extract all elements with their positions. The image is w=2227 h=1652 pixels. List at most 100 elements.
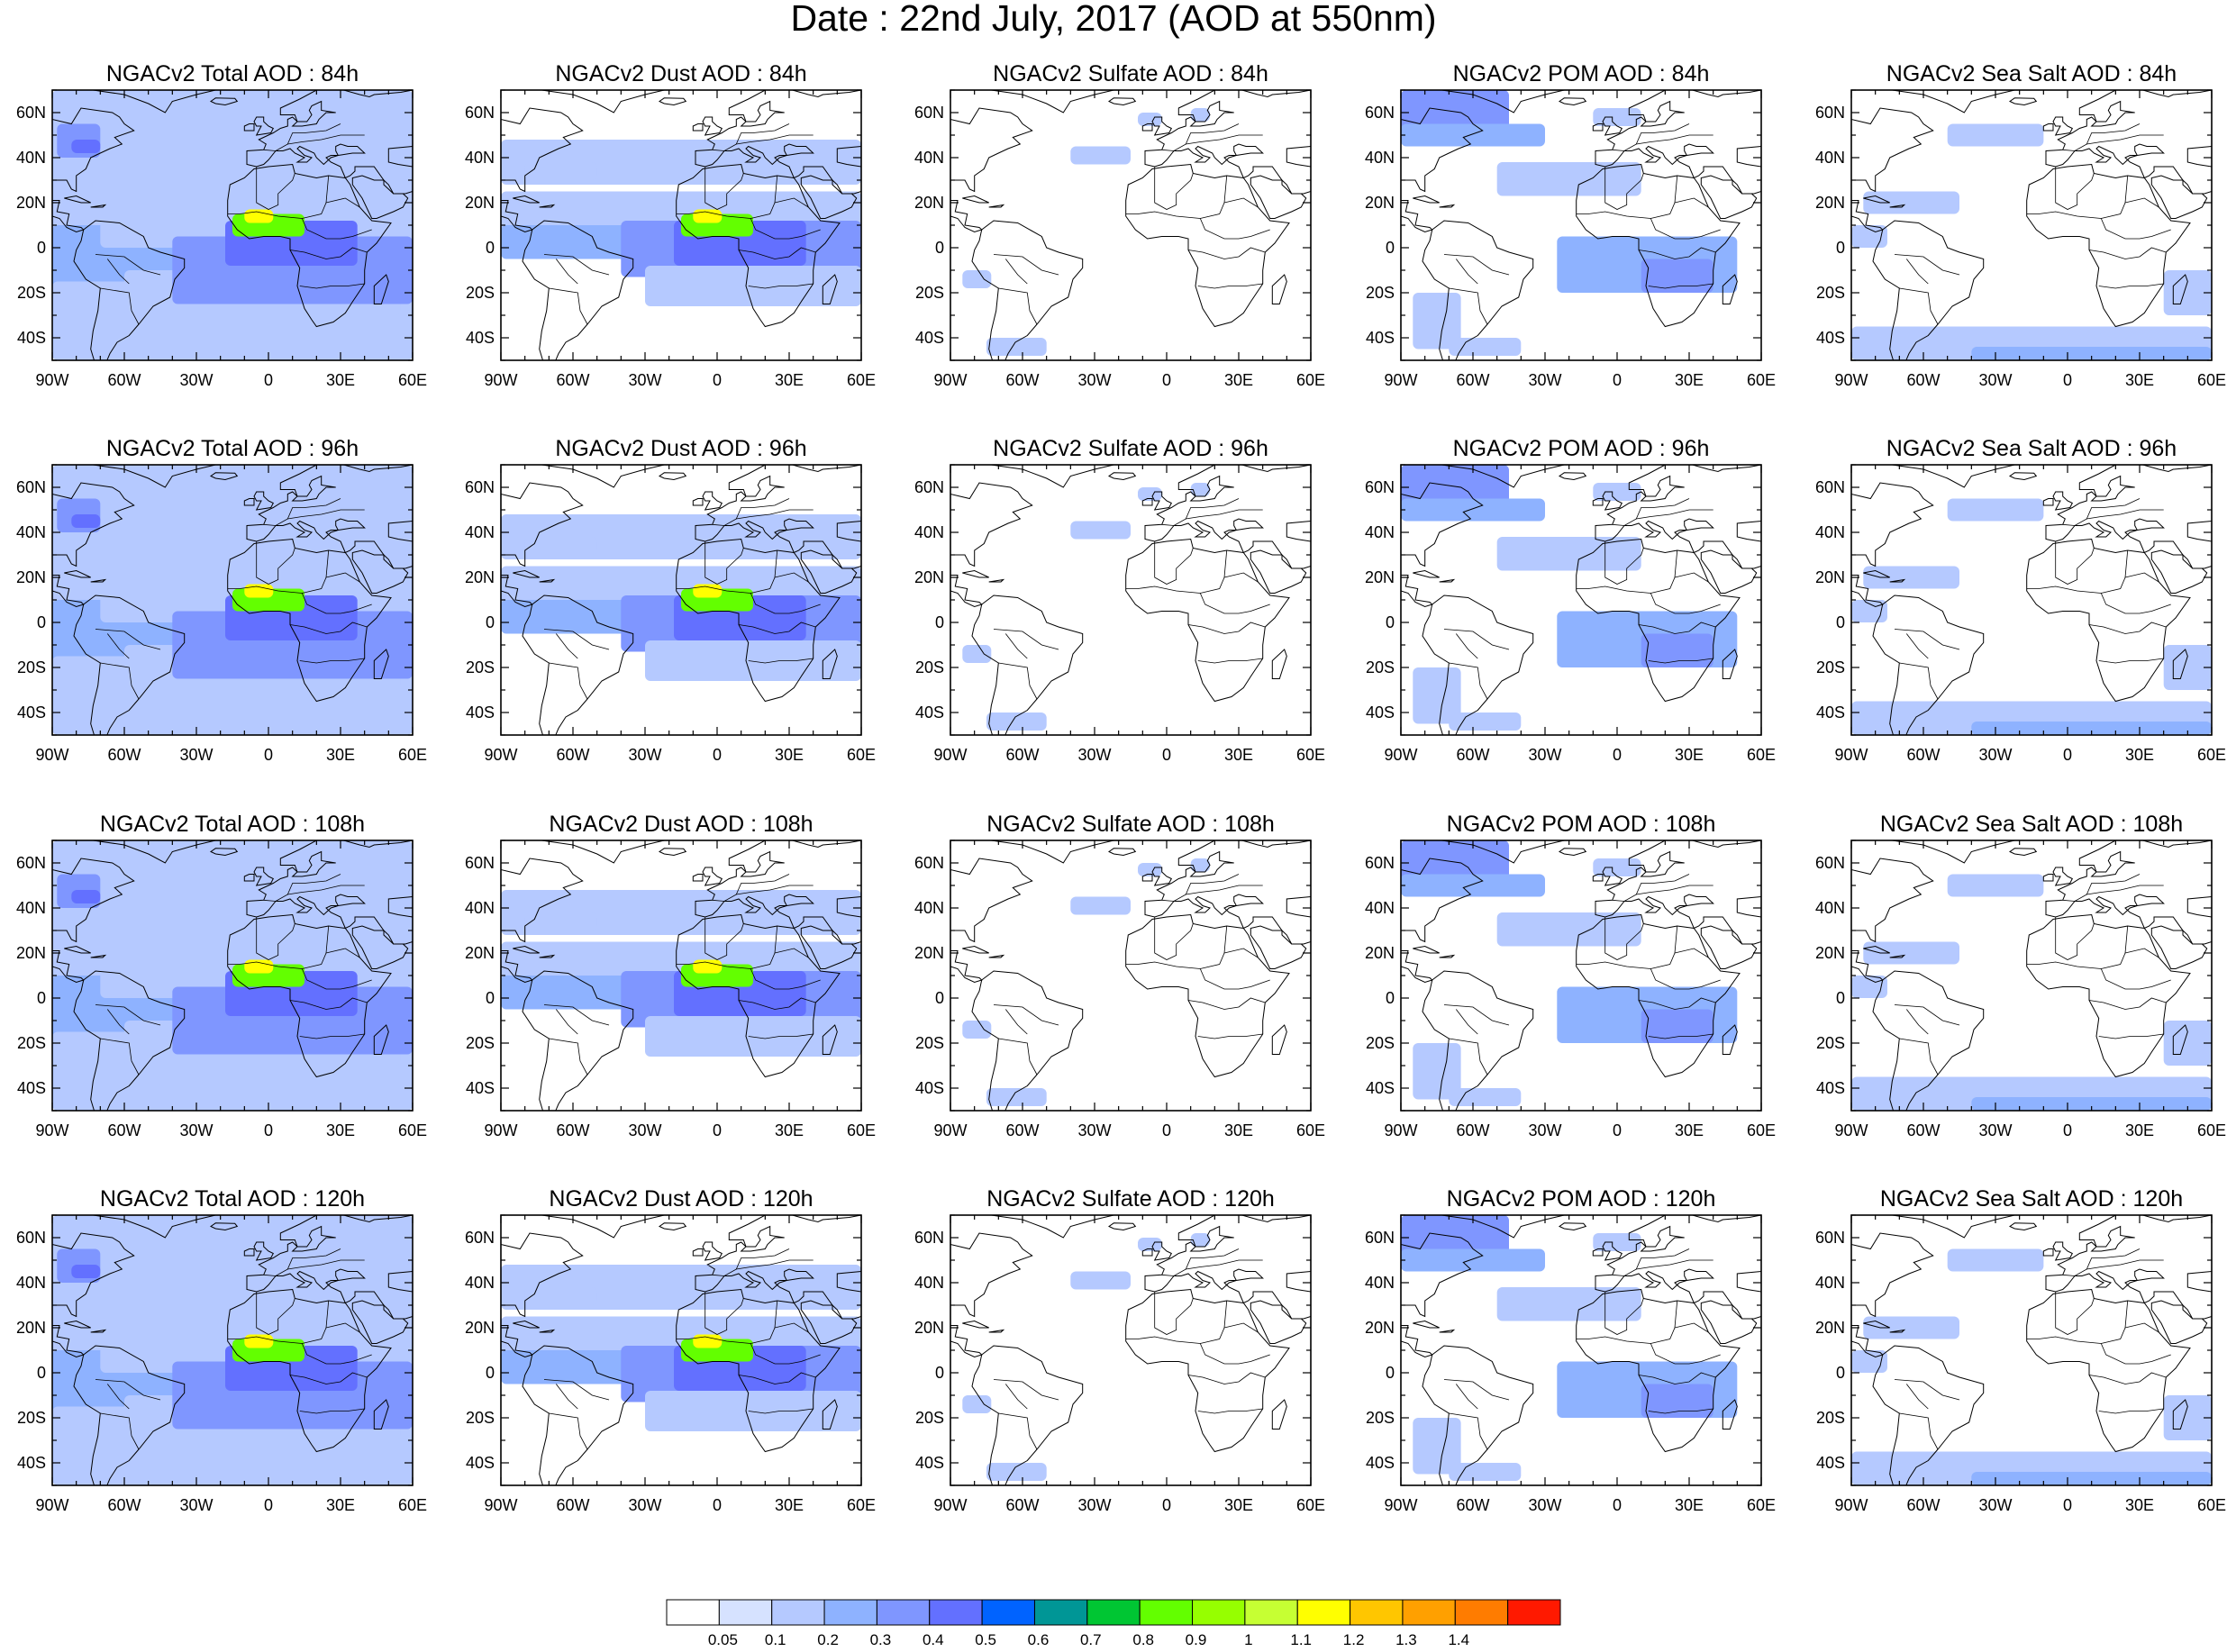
coastlines	[1851, 1215, 2212, 1485]
lat-tick-label: 40N	[1365, 1274, 1395, 1292]
lon-tick-label: 90W	[933, 371, 967, 389]
aod-contour	[1863, 941, 1959, 965]
aod-contour	[1190, 858, 1210, 872]
lon-tick-label: 90W	[1384, 1121, 1417, 1139]
lat-tick-label: 0	[935, 989, 944, 1007]
lon-tick-label: 0	[713, 1121, 722, 1139]
lon-tick-label: 60W	[556, 1496, 589, 1514]
colorbar-swatch	[771, 1599, 825, 1626]
lat-tick-label: 20N	[16, 1319, 46, 1337]
lat-tick-label: 20S	[1816, 1409, 1845, 1427]
aod-contour	[962, 1395, 992, 1413]
lon-tick-label: 60E	[398, 1496, 427, 1514]
aod-contour	[693, 584, 723, 598]
lat-tick-label: 0	[1836, 613, 1845, 631]
lat-tick-label: 60N	[1365, 104, 1395, 122]
lon-tick-label: 30W	[1978, 371, 2012, 389]
lon-tick-label: 30E	[2125, 746, 2154, 764]
panel-title: NGACv2 Sulfate AOD : 96h	[993, 436, 1268, 461]
aod-contour	[1971, 347, 2212, 360]
lon-tick-label: 60W	[1906, 371, 1940, 389]
lon-tick-label: 90W	[35, 371, 68, 389]
lon-tick-label: 30E	[1224, 371, 1253, 389]
lon-tick-label: 30E	[775, 1496, 804, 1514]
lat-tick-label: 20S	[466, 284, 495, 302]
panel-title: NGACv2 Total AOD : 96h	[105, 436, 359, 461]
lon-tick-label: 0	[1162, 746, 1171, 764]
lon-tick-label: 30E	[2125, 371, 2154, 389]
colorbar-label: 0.4	[923, 1631, 944, 1648]
lat-tick-label: 20S	[466, 1034, 495, 1052]
aod-contour	[693, 209, 723, 223]
lat-tick-label: 60N	[1815, 1229, 1845, 1247]
aod-map: 90W 60W 30W 0 30E 60E 60N 40N 20N 0 20S 40S	[1815, 464, 2226, 764]
lon-tick-label: 30W	[1077, 1496, 1111, 1514]
lat-tick-label: 40S	[1366, 329, 1395, 347]
colorbar-swatch	[1244, 1599, 1298, 1626]
coastlines	[52, 840, 413, 1111]
lat-tick-label: 20S	[466, 658, 495, 676]
lat-tick-label: 60N	[465, 854, 495, 872]
aod-contour	[1496, 162, 1641, 196]
coastlines	[950, 90, 1311, 360]
lon-tick-label: 0	[264, 746, 273, 764]
lon-tick-label: 30E	[1675, 371, 1704, 389]
lat-tick-label: 0	[935, 1364, 944, 1382]
aod-contour	[1863, 566, 1959, 589]
lat-tick-label: 60N	[1365, 478, 1395, 496]
lat-tick-label: 20S	[1366, 1034, 1395, 1052]
aod-contour	[52, 1111, 413, 1120]
lat-tick-label: 0	[1386, 239, 1395, 257]
aod-contour	[962, 645, 992, 663]
lat-tick-label: 0	[37, 239, 46, 257]
lat-tick-label: 20S	[17, 658, 46, 676]
aod-contour	[645, 266, 861, 306]
lon-tick-label: 60E	[398, 746, 427, 764]
lat-tick-label: 40S	[17, 329, 46, 347]
map-panel-total-r2: NGACv2 Total AOD : 96h 90W 60W 30W 0 30E 60E 60…	[16, 436, 427, 771]
lat-tick-label: 40N	[1815, 523, 1845, 541]
lon-tick-label: 0	[1162, 371, 1171, 389]
lat-tick-label: 40N	[914, 899, 944, 917]
aod-contour	[1947, 874, 2044, 897]
colorbar-swatch	[666, 1599, 720, 1626]
lon-tick-label: 60W	[107, 1496, 141, 1514]
lon-tick-label: 0	[2063, 1121, 2072, 1139]
aod-map: 90W 60W 30W 0 30E 60E 60N 40N 20N 0 20S 40S	[16, 464, 427, 764]
lon-tick-label: 90W	[1834, 1121, 1868, 1139]
coastlines	[1851, 840, 2212, 1111]
aod-map: 90W 60W 30W 0 30E 60E 60N 40N 20N 0 20S 40S	[16, 840, 427, 1139]
lon-tick-label: 60E	[847, 746, 876, 764]
aod-contour	[1070, 521, 1131, 540]
aod-contour	[1971, 722, 2212, 735]
lat-tick-label: 0	[935, 239, 944, 257]
lon-tick-label: 30W	[1077, 1121, 1111, 1139]
lon-tick-label: 60E	[1747, 1121, 1776, 1139]
lon-tick-label: 60E	[1747, 371, 1776, 389]
aod-contour	[1413, 293, 1461, 349]
coastlines	[501, 465, 861, 735]
lon-tick-label: 90W	[35, 1496, 68, 1514]
aod-contour	[524, 1287, 597, 1305]
lat-tick-label: 40N	[16, 149, 46, 167]
panel-title: NGACv2 Dust AOD : 84h	[555, 61, 807, 86]
panel-title: NGACv2 Total AOD : 84h	[105, 61, 359, 86]
aod-contour	[1138, 113, 1162, 126]
lat-tick-label: 0	[37, 1364, 46, 1382]
lon-tick-label: 0	[713, 746, 722, 764]
map-panel-pom-r4: NGACv2 POM AOD : 120h 90W 60W 30W 0 30E 60E 60N…	[1365, 1188, 1776, 1521]
lat-tick-label: 60N	[1815, 478, 1845, 496]
aod-field	[52, 1215, 413, 1485]
aod-map: 90W 60W 30W 0 30E 60E 60N 40N 20N 0 20S 40S	[1815, 89, 2226, 389]
lat-tick-label: 0	[486, 613, 495, 631]
aod-field	[501, 1265, 861, 1431]
lon-tick-label: 30W	[1978, 1496, 2012, 1514]
lat-tick-label: 20N	[914, 194, 944, 212]
aod-contour	[1401, 123, 1545, 147]
lat-tick-label: 20S	[1366, 284, 1395, 302]
aod-contour	[645, 1391, 861, 1431]
lat-tick-label: 0	[1386, 1364, 1395, 1382]
aod-map: 90W 60W 30W 0 30E 60E 60N 40N 20N 0 20S 40S	[1365, 464, 1776, 764]
aod-map: 90W 60W 30W 0 30E 60E 60N 40N 20N 0 20S 40S	[914, 1214, 1325, 1514]
lon-tick-label: 60E	[1747, 1496, 1776, 1514]
